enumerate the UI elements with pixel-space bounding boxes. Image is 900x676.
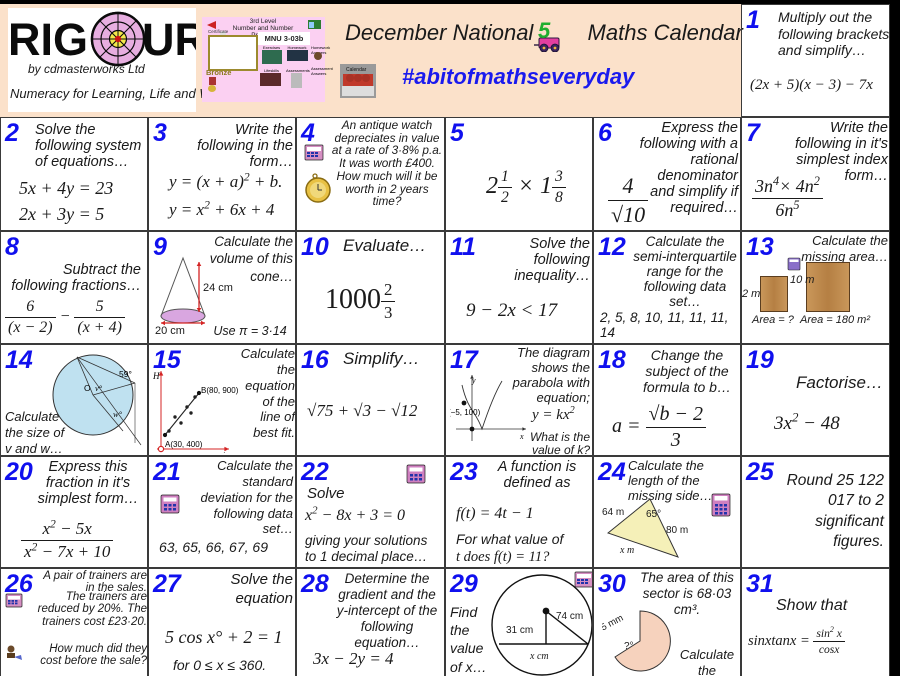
svg-text:O: O — [84, 383, 91, 393]
svg-text:y: y — [471, 376, 476, 385]
svg-text:x: x — [519, 432, 524, 441]
svg-text:5 mm: 5 mm — [602, 613, 625, 634]
svg-text:A(30, 400): A(30, 400) — [165, 440, 203, 449]
svg-text:24 cm: 24 cm — [203, 282, 233, 294]
svg-text:5: 5 — [538, 18, 551, 43]
svg-text:?°: ?° — [624, 641, 634, 652]
svg-text:Calendar: Calendar — [346, 67, 367, 73]
svg-text:80 m: 80 m — [666, 525, 688, 536]
svg-text:B(80, 900): B(80, 900) — [201, 386, 239, 395]
svg-text:31 cm: 31 cm — [506, 625, 533, 636]
svg-text:UR: UR — [142, 14, 196, 65]
svg-text:A: A — [220, 451, 227, 453]
svg-text:RIG: RIG — [8, 14, 88, 65]
svg-text:w°: w° — [113, 409, 123, 419]
svg-text:H: H — [153, 371, 160, 381]
svg-text:64 m: 64 m — [602, 507, 624, 518]
svg-text:v°: v° — [95, 383, 103, 393]
svg-text:x m: x m — [619, 545, 634, 556]
svg-text:59°: 59° — [119, 369, 132, 379]
svg-text:65°: 65° — [646, 509, 661, 520]
svg-text:(−5, 100): (−5, 100) — [450, 408, 481, 417]
svg-text:74 cm: 74 cm — [556, 611, 583, 622]
svg-text:x cm: x cm — [529, 651, 549, 662]
svg-text:20 cm: 20 cm — [155, 325, 185, 334]
